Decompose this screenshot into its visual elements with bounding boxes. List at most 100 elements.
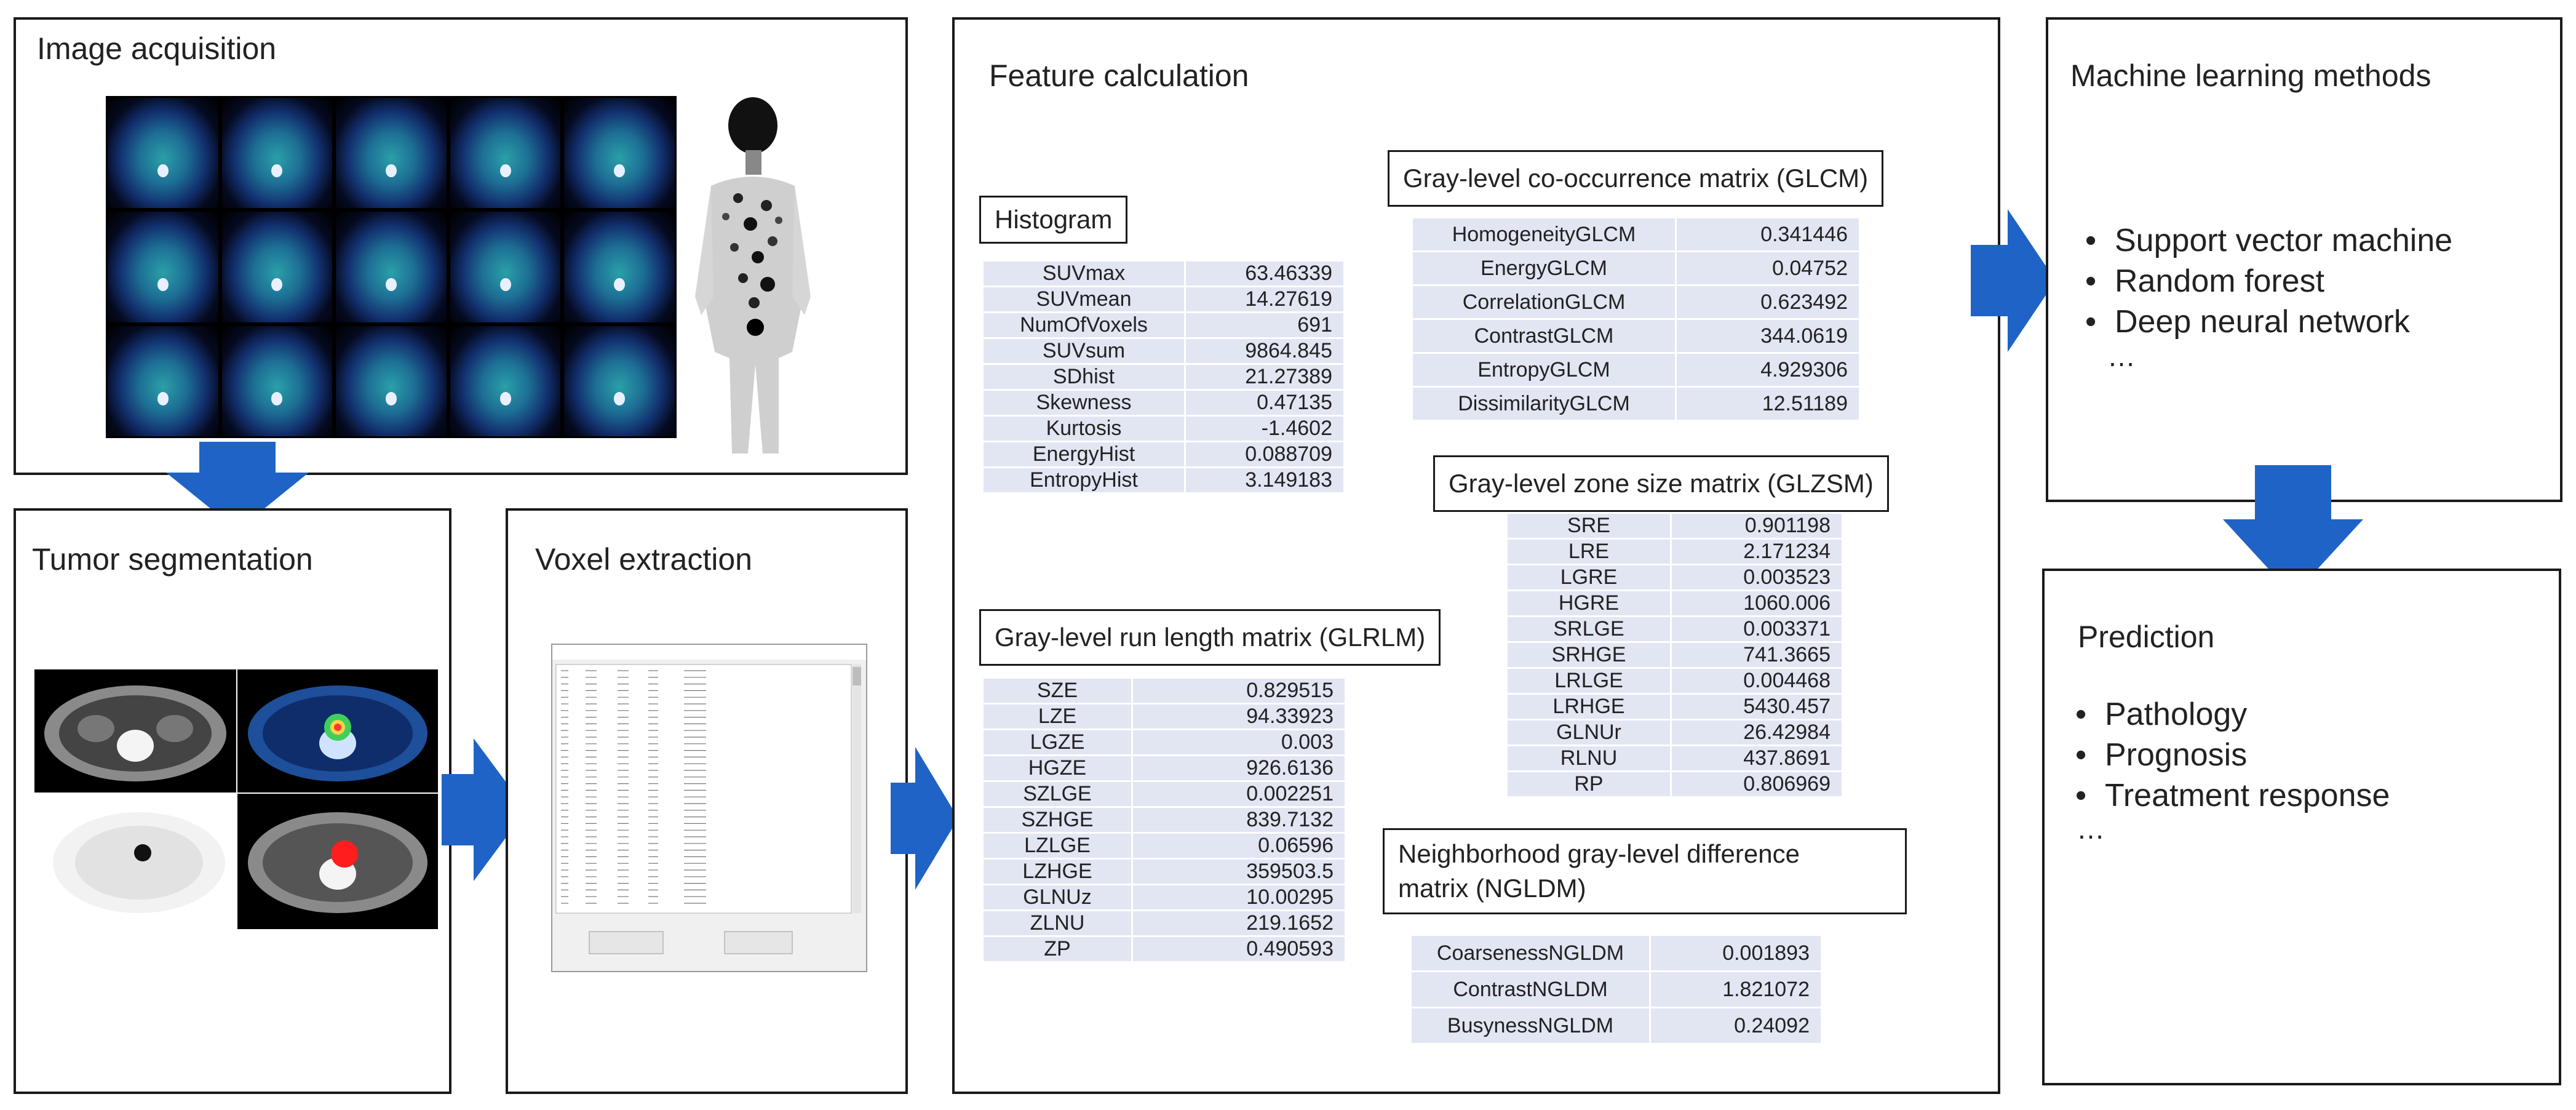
glzsm-row: GLNUr 26.42984 [1508, 721, 1842, 745]
glzsm-table: SRE 0.901198 LRE 2.171234 LGRE 0.003523 HGRE 10… [1506, 512, 1843, 798]
histogram-feature-name: SUVsum [984, 339, 1184, 363]
glzsm-feature-name: LRE [1508, 540, 1670, 564]
ml-methods-item: Support vector machine [2079, 220, 2452, 261]
arrow-right-to-feature-calculation [891, 745, 960, 892]
glzsm-feature-value: 5430.457 [1672, 695, 1842, 719]
glcm-table: HomogeneityGLCM 0.341446 EnergyGLCM 0.04752… [1411, 217, 1861, 421]
ml-methods-list: Support vector machineRandom forestDeep … [2079, 220, 2452, 342]
prediction-title: Prediction [2078, 620, 2215, 654]
histogram-feature-name: NumOfVoxels [984, 313, 1184, 337]
histogram-row: EntropyHist 3.149183 [984, 468, 1343, 492]
glrlm-feature-name: GLNUz [984, 885, 1131, 909]
prediction-panel: Prediction PathologyPrognosisTreatment r… [2042, 569, 2561, 1085]
glzsm-row: LRLGE 0.004468 [1508, 669, 1842, 693]
arrow-down-to-prediction [2220, 465, 2366, 597]
pet-ct-slice-tile [564, 325, 675, 436]
glrlm-row: LZE 94.33923 [984, 705, 1345, 729]
ngldm-feature-name: CoarsenessNGLDM [1412, 936, 1649, 970]
glzsm-table-title: Gray-level zone size matrix (GLZSM) [1433, 455, 1889, 512]
ngldm-row: BusynessNGLDM 0.24092 [1412, 1008, 1821, 1043]
machine-learning-panel: Machine learning methods Support vector … [2046, 17, 2562, 502]
ct-axial-image [34, 669, 236, 793]
glrlm-row: GLNUz 10.00295 [984, 885, 1345, 909]
glcm-row: EnergyGLCM 0.04752 [1413, 252, 1859, 284]
glcm-feature-name: EntropyGLCM [1413, 354, 1675, 386]
glrlm-row: SZHGE 839.7132 [984, 808, 1345, 832]
histogram-feature-name: EnergyHist [984, 442, 1184, 466]
glcm-row: EntropyGLCM 4.929306 [1413, 354, 1859, 386]
glzsm-feature-name: LGRE [1508, 565, 1670, 589]
glrlm-feature-value: 359503.5 [1133, 860, 1345, 884]
glrlm-feature-name: LZE [984, 705, 1131, 729]
glrlm-row: LGZE 0.003 [984, 730, 1345, 754]
voxel-data-window-screenshot [551, 644, 867, 972]
glzsm-row: LGRE 0.003523 [1508, 565, 1842, 589]
glcm-feature-value: 0.341446 [1677, 218, 1859, 250]
pet-ct-slice-tile [221, 212, 333, 322]
ml-methods-item: Random forest [2079, 261, 2452, 301]
glzsm-feature-value: 2.171234 [1672, 540, 1842, 564]
histogram-feature-value: 63.46339 [1186, 262, 1343, 285]
ngldm-feature-name: BusynessNGLDM [1412, 1008, 1649, 1043]
histogram-feature-value: -1.4602 [1186, 417, 1343, 441]
glrlm-table-title: Gray-level run length matrix (GLRLM) [979, 609, 1441, 666]
glrlm-feature-value: 0.003 [1133, 730, 1345, 754]
glrlm-feature-value: 0.490593 [1133, 937, 1345, 961]
glzsm-row: HGRE 1060.006 [1508, 591, 1842, 615]
histogram-table-title: Histogram [979, 196, 1128, 244]
pet-ct-slice-grid [106, 96, 677, 438]
ngldm-feature-value: 1.821072 [1651, 972, 1821, 1007]
histogram-feature-name: SDhist [984, 365, 1184, 389]
glzsm-feature-name: LRLGE [1508, 669, 1670, 693]
predictions-item: Treatment response [2069, 775, 2390, 816]
histogram-row: Kurtosis -1.4602 [984, 417, 1343, 441]
histogram-feature-value: 0.47135 [1186, 391, 1343, 415]
glzsm-feature-value: 1060.006 [1672, 591, 1842, 615]
glzsm-feature-value: 741.3665 [1672, 643, 1842, 667]
glcm-feature-value: 0.623492 [1677, 286, 1859, 318]
glrlm-feature-value: 0.002251 [1133, 782, 1345, 806]
glcm-row: HomogeneityGLCM 0.341446 [1413, 218, 1859, 250]
glcm-feature-name: HomogeneityGLCM [1413, 218, 1675, 250]
histogram-row: Skewness 0.47135 [984, 391, 1343, 415]
glzsm-feature-value: 26.42984 [1672, 721, 1842, 745]
glrlm-row: LZLGE 0.06596 [984, 834, 1345, 858]
prediction-list: PathologyPrognosisTreatment response [2069, 694, 2390, 816]
glrlm-feature-name: ZP [984, 937, 1131, 961]
glcm-feature-name: CorrelationGLCM [1413, 286, 1675, 318]
glzsm-feature-name: RLNU [1508, 746, 1670, 770]
glrlm-feature-value: 10.00295 [1133, 885, 1345, 909]
histogram-row: SUVsum 9864.845 [984, 339, 1343, 363]
histogram-feature-name: SUVmean [984, 287, 1184, 311]
glcm-feature-name: DissimilarityGLCM [1413, 388, 1675, 420]
histogram-feature-name: EntropyHist [984, 468, 1184, 492]
ngldm-table-title: Neighborhood gray-level difference matri… [1383, 828, 1907, 914]
glrlm-feature-value: 94.33923 [1133, 705, 1345, 729]
arrow-down-to-segmentation [164, 442, 311, 532]
predictions-item: Prognosis [2069, 735, 2390, 775]
histogram-feature-name: Kurtosis [984, 417, 1184, 441]
ml-ellipsis: … [2107, 340, 2136, 372]
glzsm-feature-value: 0.003371 [1672, 617, 1842, 641]
glzsm-row: RP 0.806969 [1508, 772, 1842, 796]
histogram-feature-value: 21.27389 [1186, 365, 1343, 389]
image-acquisition-title: Image acquisition [37, 31, 277, 66]
glcm-table-title: Gray-level co-occurrence matrix (GLCM) [1388, 150, 1884, 207]
glzsm-feature-value: 0.004468 [1672, 669, 1842, 693]
glcm-row: CorrelationGLCM 0.623492 [1413, 286, 1859, 318]
glcm-feature-value: 12.51189 [1677, 388, 1859, 420]
pet-ct-slice-tile [450, 212, 561, 322]
pet-ct-slice-tile [450, 325, 561, 436]
histogram-feature-value: 691 [1186, 313, 1343, 337]
glrlm-feature-name: SZLGE [984, 782, 1131, 806]
glrlm-feature-value: 0.829515 [1133, 679, 1345, 703]
glzsm-feature-name: HGRE [1508, 591, 1670, 615]
glzsm-row: LRHGE 5430.457 [1508, 695, 1842, 719]
histogram-feature-name: Skewness [984, 391, 1184, 415]
pet-ct-slice-tile [221, 325, 333, 436]
feature-calculation-title: Feature calculation [989, 58, 1249, 93]
histogram-row: SUVmax 63.46339 [984, 262, 1343, 285]
machine-learning-title: Machine learning methods [2070, 58, 2431, 93]
glrlm-feature-name: HGZE [984, 756, 1131, 780]
glrlm-row: LZHGE 359503.5 [984, 860, 1345, 884]
